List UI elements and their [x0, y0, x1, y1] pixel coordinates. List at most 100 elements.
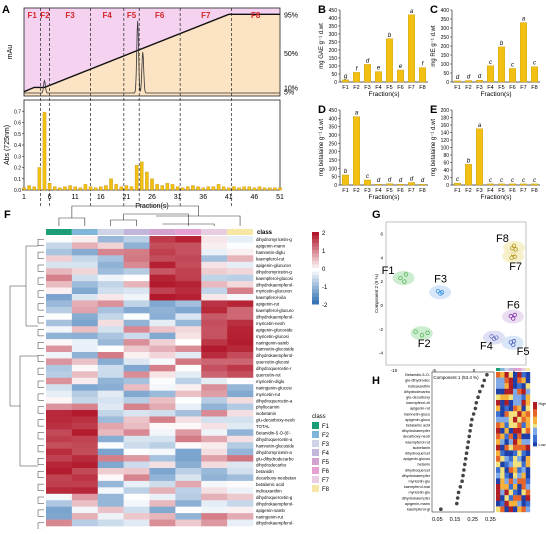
h-mini-cell: [526, 445, 530, 451]
a-bar: [115, 184, 118, 190]
h-mini-cell: [513, 484, 517, 490]
f-heat-cell: [98, 262, 124, 269]
f-row-label: naringenin-rut: [256, 514, 284, 519]
h-dot: [455, 502, 459, 506]
f-heat-cell: [72, 313, 98, 320]
f-heat-cell: [227, 487, 253, 494]
f-heat-cell: [175, 313, 201, 320]
bar-mark: [386, 184, 393, 185]
h-mini-cell: [513, 411, 517, 417]
f-heat-cell: [124, 474, 150, 481]
f-heat-cell: [175, 300, 201, 307]
bar-ytick-label: 350: [329, 24, 338, 30]
bar-sig-letter: c: [511, 178, 514, 184]
h-mini-cell: [513, 389, 517, 395]
f-heat-cell: [46, 358, 72, 365]
h-mini-cell: [517, 506, 521, 512]
f-row-label: naringenin-glucosi: [256, 385, 292, 390]
f-heat-cell: [124, 462, 150, 469]
f-heat-cell: [201, 320, 227, 327]
a-bar: [186, 187, 189, 190]
bar-mark: [454, 81, 461, 82]
bar-sig-letter: b: [500, 41, 504, 47]
f-heat-cell: [150, 416, 176, 423]
a-bar: [28, 186, 31, 191]
h-mini-cell: [517, 383, 521, 389]
f-heat-cell: [150, 365, 176, 372]
h-mini-cell: [496, 456, 500, 462]
h-mini-cell: [513, 473, 517, 479]
f-heat-cell: [72, 300, 98, 307]
f-heat-cell: [124, 378, 150, 385]
bar-sig-letter: f: [356, 66, 359, 72]
f-row-label: myricetin-glucosi: [256, 334, 289, 339]
h-mini-cell: [505, 434, 509, 440]
f-row-label: dihydromyricetin-g: [256, 237, 292, 242]
bar-sig-letter: c: [489, 60, 492, 66]
f-heat-cell: [201, 474, 227, 481]
a-xtick-label: 46: [251, 194, 259, 201]
f-class-cell: [201, 229, 227, 235]
f-legend-label: F7: [322, 478, 330, 484]
a-bar: [63, 187, 66, 190]
bar-category-label: F2: [353, 85, 359, 91]
bar-ytick-label: 450: [329, 8, 338, 14]
f-heat-cell: [150, 513, 176, 520]
h-dot: [485, 373, 489, 377]
f-heat-cell: [98, 275, 124, 282]
bar-category-label: F7: [520, 85, 526, 91]
h-xtick-label: 0.35: [485, 517, 496, 523]
a-bottom-ytick-label: 0.1: [14, 177, 21, 183]
f-heat-cell: [72, 268, 98, 275]
f-heat-cell: [227, 371, 253, 378]
f-heat-cell: [124, 275, 150, 282]
f-scale-tick: -2: [322, 303, 328, 309]
h-mini-cell: [517, 394, 521, 400]
f-heat-cell: [72, 462, 98, 469]
h-mini-cell: [526, 506, 530, 512]
panel-f: classdihydromyricetin-gapigenin-mannhamn…: [10, 206, 330, 529]
f-heat-cell: [201, 423, 227, 430]
f-heat-cell: [72, 500, 98, 507]
f-heat-cell: [72, 494, 98, 501]
f-heat-cell: [201, 242, 227, 249]
f-heat-cell: [46, 494, 72, 501]
f-heat-cell: [201, 487, 227, 494]
f-heat-cell: [201, 513, 227, 520]
f-heat-cell: [175, 487, 201, 494]
f-heat-cell: [98, 462, 124, 469]
bar-mark: [498, 184, 505, 185]
f-scale-tick: 2: [322, 231, 326, 237]
f-heat-cell: [150, 333, 176, 340]
f-heat-cell: [150, 346, 176, 353]
f-heat-cell: [46, 423, 72, 430]
h-mini-cell: [496, 484, 500, 490]
bar-mark: [375, 184, 382, 185]
f-heat-cell: [227, 507, 253, 514]
h-mini-cell: [496, 473, 500, 479]
f-heat-cell: [150, 255, 176, 262]
f-heat-cell: [150, 307, 176, 314]
f-heat-cell: [46, 275, 72, 282]
f-heat-cell: [201, 410, 227, 417]
h-mini-cell: [509, 383, 513, 389]
f-heat-cell: [46, 416, 72, 423]
h-mini-cell: [496, 467, 500, 473]
bar-mark: [520, 184, 527, 185]
f-row-label: dihydrokaempferol-: [256, 353, 294, 358]
bar-mark: [465, 164, 472, 185]
h-mini-cell: [505, 378, 509, 384]
a-bar: [135, 165, 138, 190]
h-mini-cell: [500, 394, 504, 400]
panel-letter-h: H: [372, 375, 380, 387]
bar-ytick-label: 200: [329, 150, 338, 156]
f-scale-segment: [312, 250, 319, 254]
bar-xlabel: Fraction(s): [368, 91, 399, 98]
bar-ytick-label: 250: [329, 141, 338, 147]
h-row-label: dihydrokaempfer: [402, 474, 431, 478]
h-dot: [478, 390, 482, 394]
f-heat-cell: [98, 326, 124, 333]
f-heat-cell: [46, 365, 72, 372]
f-heat-cell: [150, 339, 176, 346]
h-mini-cell: [500, 445, 504, 451]
